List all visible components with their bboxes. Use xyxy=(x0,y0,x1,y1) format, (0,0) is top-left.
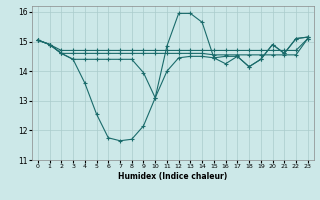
X-axis label: Humidex (Indice chaleur): Humidex (Indice chaleur) xyxy=(118,172,228,181)
